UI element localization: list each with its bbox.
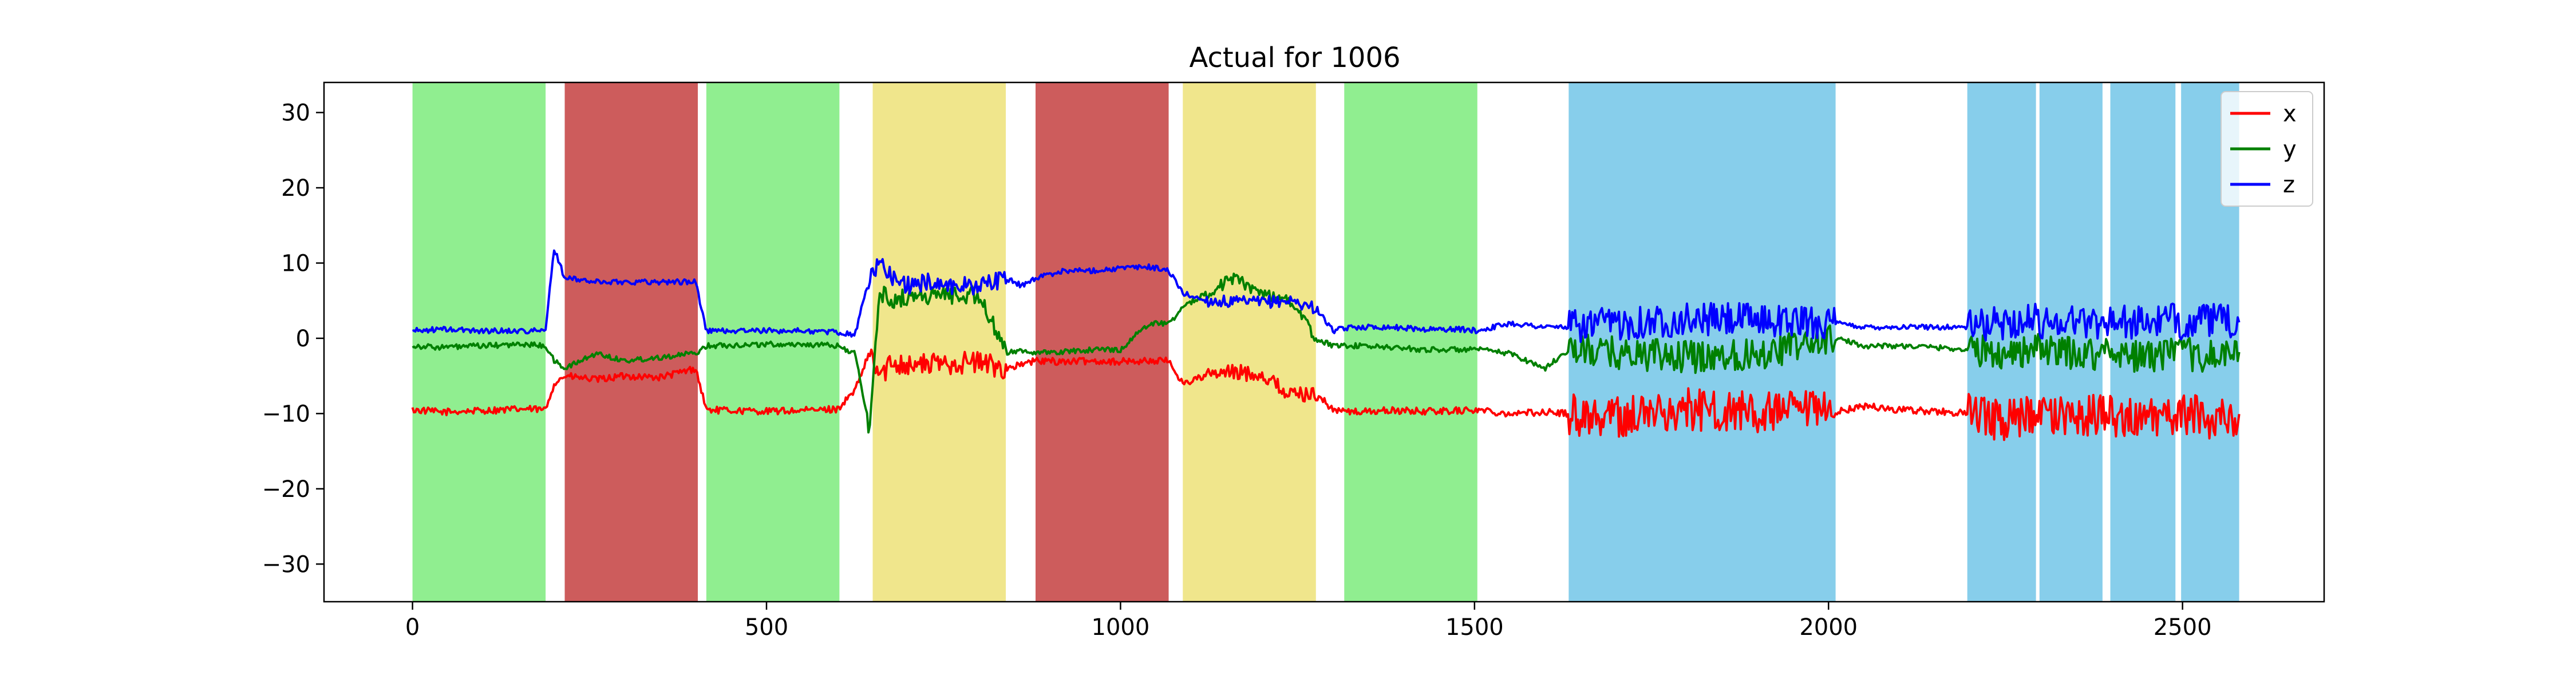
band-red_band-1 (564, 82, 698, 602)
bands-layer (412, 82, 2239, 602)
x-tick-label-1500: 1500 (1445, 614, 1504, 641)
x-axis: 0 500 1000 1500 2000 2500 (405, 602, 2212, 641)
y-tick-label-30: 30 (281, 100, 310, 127)
x-tick-label-500: 500 (745, 614, 788, 641)
band-green_band-0 (412, 82, 546, 602)
band-blue_band-9 (2039, 82, 2103, 602)
plot-frame (323, 81, 2325, 603)
series-x-line (411, 348, 2241, 441)
y-tick-label-20: 20 (281, 175, 310, 202)
band-red_band-4 (1035, 82, 1169, 602)
y-tick-label--20: −20 (262, 476, 310, 503)
band-green_band-6 (1344, 82, 1477, 602)
x-tick-label-2500: 2500 (2154, 614, 2212, 641)
legend-label-z: z (2283, 172, 2295, 198)
series-layer (411, 249, 2241, 441)
band-yellow_band-3 (872, 82, 1006, 602)
x-tick-label-2000: 2000 (1799, 614, 1858, 641)
series-y-line (412, 273, 2241, 434)
y-tick-label--10: −10 (262, 401, 310, 427)
x-tick-label-1000: 1000 (1092, 614, 1150, 641)
chart-title: Actual for 1006 (1189, 42, 1400, 74)
series-z-line (412, 249, 2241, 344)
band-yellow_band-5 (1183, 82, 1316, 602)
y-axis: −30 −20 −10 0 10 20 30 (262, 100, 324, 578)
x-tick-label-0: 0 (405, 614, 420, 641)
legend: xyz (2221, 91, 2313, 207)
band-green_band-2 (706, 82, 840, 602)
y-tick-label--30: −30 (262, 551, 310, 578)
y-tick-label-0: 0 (296, 326, 310, 352)
legend-label-y: y (2283, 136, 2297, 163)
y-tick-label-10: 10 (281, 250, 310, 277)
legend-label-x: x (2283, 101, 2297, 127)
